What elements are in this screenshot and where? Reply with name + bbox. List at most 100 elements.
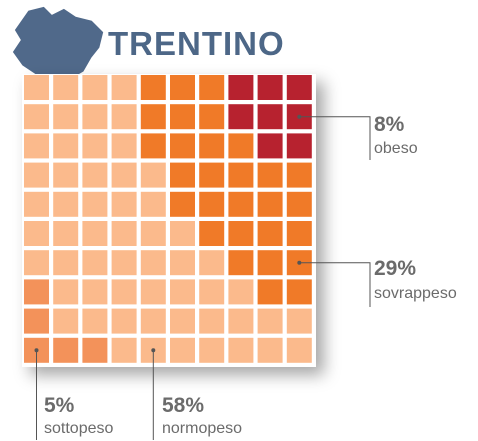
waffle-cell (140, 221, 166, 246)
waffle-cell (199, 250, 225, 276)
waffle-cell (170, 75, 195, 100)
waffle-cell (199, 279, 225, 305)
waffle-cell (257, 133, 283, 159)
waffle-cell (228, 337, 254, 363)
leader-line (299, 116, 371, 160)
waffle-cell (82, 279, 108, 305)
waffle-cell (53, 191, 79, 217)
waffle-cell (82, 104, 108, 130)
waffle-cell (111, 250, 137, 276)
waffle-cell (228, 221, 254, 246)
waffle-cell (228, 133, 254, 159)
waffle-cell (170, 191, 195, 217)
waffle-cell (286, 162, 312, 188)
waffle-cell (286, 221, 312, 246)
waffle-cell (228, 75, 254, 100)
waffle-cell (111, 191, 137, 217)
waffle-cell (170, 337, 195, 363)
waffle-cell (140, 133, 166, 159)
waffle-cell (140, 162, 166, 188)
waffle-cell (257, 191, 283, 217)
waffle-cell (24, 162, 49, 188)
waffle-cell (53, 104, 79, 130)
waffle-cell (111, 104, 137, 130)
waffle-cell (82, 133, 108, 159)
waffle-cell (53, 75, 79, 100)
waffle-cell (228, 191, 254, 217)
waffle-cell (82, 308, 108, 334)
waffle-cell (257, 337, 283, 363)
waffle-cell (111, 308, 137, 334)
waffle-cell (228, 162, 254, 188)
waffle-cell (170, 221, 195, 246)
waffle-cell (24, 104, 49, 130)
category-label: sottopeso (44, 420, 113, 437)
waffle-cell (24, 133, 49, 159)
waffle-cell (257, 250, 283, 276)
waffle-cell (170, 250, 195, 276)
waffle-cell (228, 308, 254, 334)
waffle-cell (111, 75, 137, 100)
waffle-cell (257, 221, 283, 246)
waffle-cell (53, 308, 79, 334)
waffle-cell (257, 279, 283, 305)
waffle-cell (24, 279, 49, 305)
waffle-cell (199, 337, 225, 363)
waffle-cell (140, 250, 166, 276)
waffle-cell (53, 279, 79, 305)
waffle-cell (140, 279, 166, 305)
waffle-cell (199, 104, 225, 130)
map-icon (11, 5, 105, 83)
waffle-cell (286, 75, 312, 100)
waffle-cell (24, 191, 49, 217)
waffle-cell (53, 162, 79, 188)
waffle-cell (257, 75, 283, 100)
waffle-cell (228, 250, 254, 276)
value-label: 29% (374, 257, 416, 280)
waffle-cell (53, 133, 79, 159)
waffle-cell (199, 191, 225, 217)
waffle-cell (53, 250, 79, 276)
category-label: sovrappeso (374, 285, 457, 302)
value-label: 8% (374, 113, 405, 136)
waffle-cell (24, 250, 49, 276)
waffle-cell (199, 75, 225, 100)
waffle-cell (82, 221, 108, 246)
waffle-cell (111, 162, 137, 188)
waffle-cell (82, 162, 108, 188)
waffle-cell (199, 162, 225, 188)
value-label: 5% (44, 394, 75, 417)
waffle-cell (111, 337, 137, 363)
waffle-cell (170, 279, 195, 305)
waffle-cell (24, 308, 49, 334)
waffle-cell (140, 191, 166, 217)
waffle-cell (24, 221, 49, 246)
waffle-cell (286, 308, 312, 334)
waffle-cell (82, 75, 108, 100)
waffle-cell (257, 104, 283, 130)
waffle-cell (82, 191, 108, 217)
category-label: obeso (374, 140, 418, 157)
waffle-cell (228, 104, 254, 130)
value-label: 58% (162, 394, 204, 417)
waffle-cell (170, 104, 195, 130)
waffle-cell (286, 191, 312, 217)
waffle-cell (111, 279, 137, 305)
waffle-cell (111, 221, 137, 246)
waffle-cell (286, 133, 312, 159)
waffle-cell (24, 75, 49, 100)
leader-line (299, 262, 371, 307)
waffle-cell (82, 250, 108, 276)
waffle-cell (82, 337, 108, 363)
waffle-cell (53, 337, 79, 363)
waffle-cell (199, 221, 225, 246)
chart-title: TRENTINO (108, 25, 285, 62)
waffle-cell (170, 308, 195, 334)
waffle (24, 75, 312, 363)
waffle-cell (140, 75, 166, 100)
waffle-cell (140, 308, 166, 334)
waffle-cell (111, 133, 137, 159)
waffle-cell (286, 337, 312, 363)
waffle-cell (140, 104, 166, 130)
